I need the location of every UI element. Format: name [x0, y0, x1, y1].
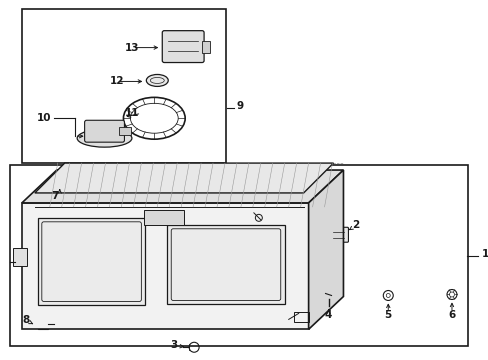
Text: 2: 2: [351, 220, 358, 230]
Bar: [202, 41, 210, 53]
Bar: [13, 248, 27, 266]
Text: 5: 5: [384, 310, 391, 320]
Bar: [144, 210, 184, 225]
Polygon shape: [22, 170, 343, 203]
Bar: [38, 218, 145, 305]
Bar: [38, 319, 48, 329]
Ellipse shape: [146, 75, 168, 86]
Text: 7: 7: [51, 191, 59, 201]
Bar: [22, 9, 225, 163]
Text: 11: 11: [124, 108, 139, 118]
Text: 13: 13: [125, 42, 140, 53]
Polygon shape: [308, 170, 343, 329]
Text: 6: 6: [447, 310, 455, 320]
Polygon shape: [35, 163, 333, 193]
Ellipse shape: [77, 129, 132, 147]
Bar: [293, 312, 308, 322]
FancyBboxPatch shape: [84, 120, 124, 142]
Text: 12: 12: [110, 76, 124, 86]
Polygon shape: [22, 203, 308, 329]
Bar: [119, 127, 131, 135]
Text: 3: 3: [170, 340, 178, 350]
Text: 8: 8: [22, 315, 29, 325]
Text: 4: 4: [324, 310, 331, 320]
Text: 10: 10: [37, 113, 52, 123]
Bar: [10, 165, 467, 346]
Text: 1: 1: [481, 249, 488, 259]
FancyBboxPatch shape: [328, 227, 348, 242]
Bar: [167, 225, 284, 305]
FancyBboxPatch shape: [162, 31, 203, 63]
Text: 9: 9: [237, 101, 244, 111]
